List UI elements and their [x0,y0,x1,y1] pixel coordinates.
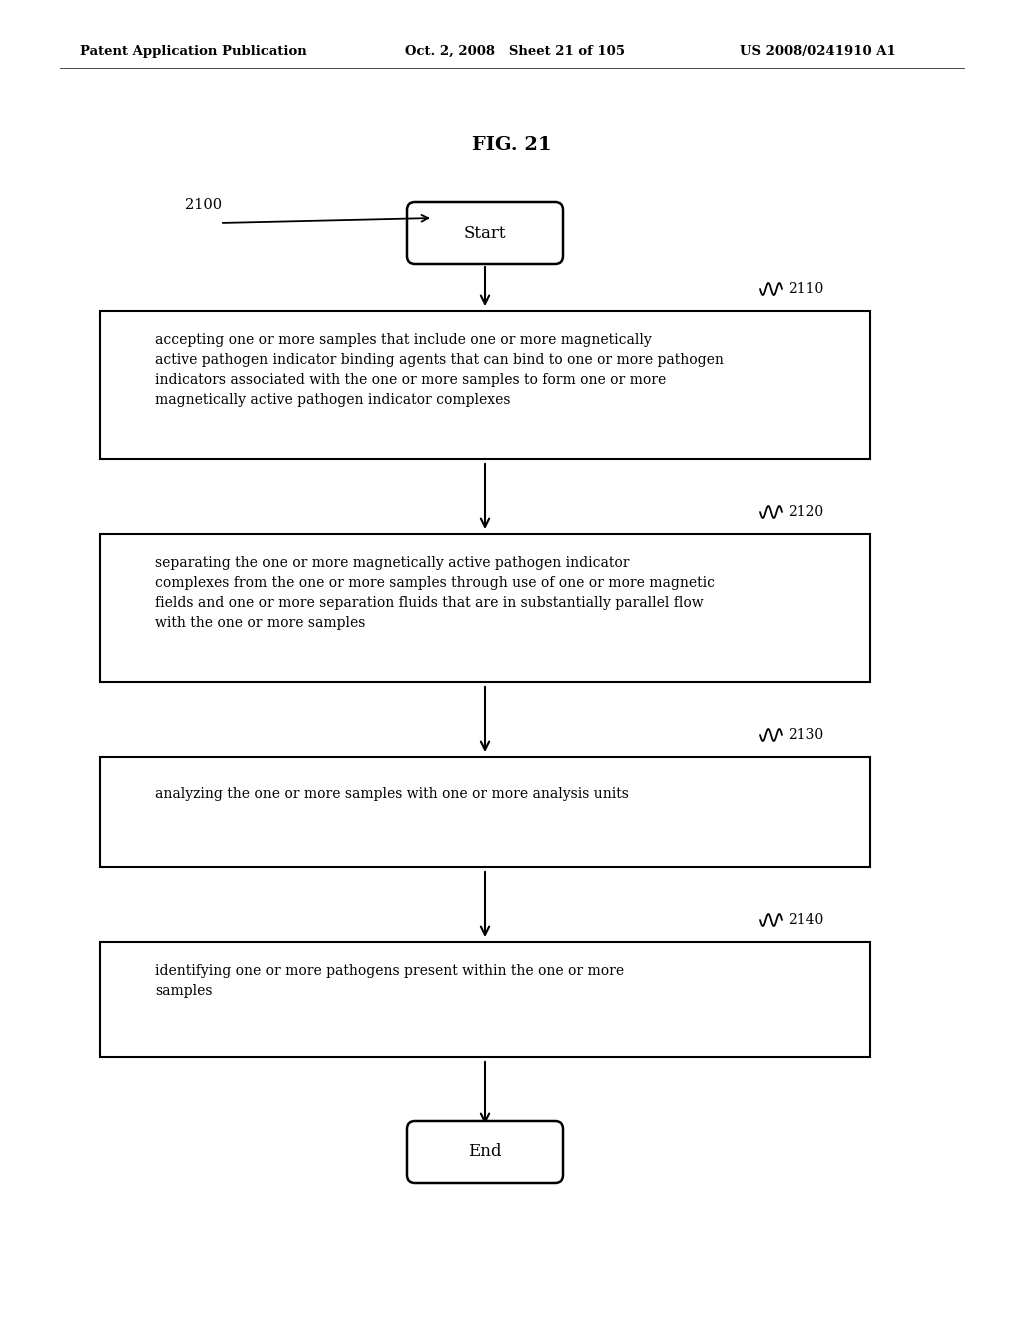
FancyBboxPatch shape [407,1121,563,1183]
Text: Oct. 2, 2008   Sheet 21 of 105: Oct. 2, 2008 Sheet 21 of 105 [406,45,625,58]
Bar [100,756,870,867]
Text: 2130: 2130 [788,729,823,742]
Text: analyzing the one or more samples with one or more analysis units: analyzing the one or more samples with o… [155,787,629,801]
Text: Start: Start [464,224,506,242]
Text: 2120: 2120 [788,506,823,519]
Text: 2140: 2140 [788,913,823,927]
Bar [100,312,870,459]
Text: FIG. 21: FIG. 21 [472,136,552,154]
Text: accepting one or more samples that include one or more magnetically
active patho: accepting one or more samples that inclu… [155,333,724,407]
Bar [100,942,870,1057]
Bar [100,535,870,682]
Text: separating the one or more magnetically active pathogen indicator
complexes from: separating the one or more magnetically … [155,556,715,630]
Text: 2110: 2110 [788,282,823,296]
Text: 2100: 2100 [185,198,222,213]
Text: Patent Application Publication: Patent Application Publication [80,45,307,58]
FancyBboxPatch shape [407,202,563,264]
Text: US 2008/0241910 A1: US 2008/0241910 A1 [740,45,896,58]
Text: identifying one or more pathogens present within the one or more
samples: identifying one or more pathogens presen… [155,964,624,998]
Text: End: End [468,1143,502,1160]
